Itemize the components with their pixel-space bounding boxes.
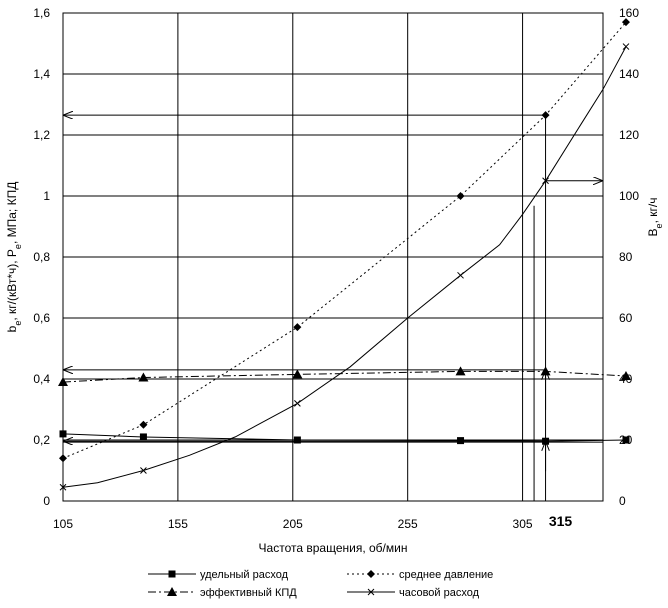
annotations	[63, 115, 603, 501]
x-tick-label: 155	[168, 517, 188, 531]
series-square	[59, 430, 630, 445]
data-point	[542, 177, 549, 185]
legend-label: эффективный КПД	[200, 587, 297, 599]
y-right-tick-label: 160	[619, 6, 639, 20]
axis-title-part: b	[5, 325, 19, 332]
data-point	[457, 271, 464, 279]
data-point	[541, 111, 550, 120]
data-point	[59, 430, 67, 438]
y-right-tick-label: 60	[619, 311, 633, 325]
y-right-tick-label: 140	[619, 67, 639, 81]
legend-label: часовой расход	[399, 587, 480, 599]
data-point	[138, 372, 149, 382]
data-point	[59, 483, 67, 491]
x-tick-label: 105	[53, 517, 73, 531]
legend-label: среднее давление	[399, 569, 493, 581]
data-point	[542, 437, 550, 445]
y-left-axis-title: be, кг/(кВт*ч), Pe, МПа; КПД	[5, 182, 23, 333]
y-left-tick-label: 1	[43, 189, 50, 203]
series-line	[62, 21, 627, 459]
x-tick-label: 255	[398, 517, 418, 531]
y-right-tick-label: 100	[619, 189, 639, 203]
y-left-tick-label: 0,8	[33, 250, 50, 264]
data-point	[540, 366, 551, 376]
data-point	[622, 43, 630, 50]
data-point	[139, 420, 148, 429]
y-left-tick-label: 1,2	[33, 128, 50, 142]
axis-title-subscript: e	[13, 321, 23, 326]
legend-marker	[367, 588, 375, 596]
data-point	[139, 433, 147, 441]
y-right-tick-label: 20	[619, 433, 633, 447]
x-tick-label: 205	[283, 517, 303, 531]
series-diamond	[59, 18, 630, 463]
y-left-tick-label: 1,6	[33, 6, 50, 20]
y-right-tick-label: 120	[619, 128, 639, 142]
legend: удельный расход среднее давление эффективн…	[148, 569, 493, 599]
legend-marker	[367, 570, 375, 578]
axis-title-part: , кг/ч	[646, 198, 660, 224]
y-left-tick-label: 0,4	[33, 372, 50, 386]
y-left-tick-label: 0,6	[33, 311, 50, 325]
axis-title-part: , МПа; КПД	[5, 182, 19, 244]
y-left-tick-label: 0,2	[33, 433, 50, 447]
series-triangle	[58, 366, 631, 387]
series-line	[62, 370, 627, 383]
y-left-tick-label: 1,4	[33, 67, 50, 81]
data-point	[456, 192, 465, 200]
data-point	[457, 437, 465, 445]
data-point	[140, 467, 147, 474]
series-layer	[58, 18, 631, 491]
data-point	[292, 369, 303, 379]
series-x	[59, 43, 630, 491]
data-point	[620, 370, 631, 380]
y-right-tick-label: 40	[619, 372, 633, 386]
data-point	[622, 436, 630, 444]
y-right-axis-title: Be, кг/ч	[646, 198, 664, 237]
axis-title-part: B	[646, 228, 660, 236]
y-right-tick-label: 0	[619, 494, 626, 508]
data-point	[59, 454, 67, 463]
x-axis-title: Частота вращения, об/мин	[259, 541, 408, 555]
legend-label: удельный расход	[200, 569, 289, 581]
axis-title-subscript: e	[654, 223, 664, 228]
legend-marker	[168, 570, 176, 578]
legend-marker	[167, 587, 177, 596]
tick-labels: 105 155 205 255 305 315 0 0,2 0,4 0,6 0,8 1 1,2 1,4 1,…	[33, 6, 639, 531]
y-right-tick-label: 80	[619, 250, 633, 264]
x-marker-label: 315	[549, 513, 573, 529]
axis-title-part: , кг/(кВт*ч), P	[5, 249, 19, 321]
axis-title-subscript: e	[13, 244, 23, 249]
data-point	[58, 377, 68, 387]
series-line	[62, 46, 627, 488]
data-point	[293, 436, 301, 444]
data-point	[621, 18, 630, 27]
x-tick-label: 305	[513, 517, 533, 531]
data-point	[455, 366, 466, 376]
data-point	[294, 400, 301, 407]
series-line	[62, 433, 627, 442]
y-left-tick-label: 0	[43, 494, 50, 508]
data-point	[293, 323, 302, 332]
plot-frame	[62, 12, 604, 502]
